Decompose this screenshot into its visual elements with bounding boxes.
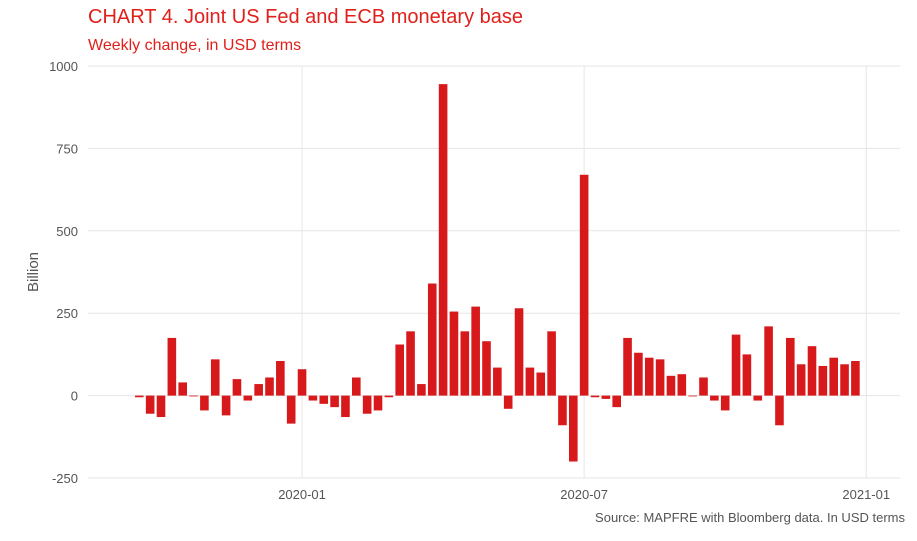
y-tick-label: 250	[56, 306, 78, 321]
bar	[796, 364, 806, 396]
bar	[569, 395, 578, 462]
bar	[731, 334, 741, 396]
bar	[276, 360, 285, 396]
y-tick-label: 0	[71, 389, 78, 404]
bar	[373, 395, 383, 411]
bar	[720, 395, 730, 411]
bar	[699, 377, 708, 396]
x-tick-label: 2021-01	[842, 487, 890, 502]
bar	[200, 395, 209, 411]
x-tick-label: 2020-01	[278, 487, 326, 502]
bar	[362, 395, 372, 414]
bar	[547, 331, 556, 396]
bar	[840, 364, 849, 396]
bar	[210, 359, 220, 396]
bar	[764, 326, 773, 396]
bar	[623, 337, 632, 396]
bar	[829, 357, 838, 396]
chart-title: CHART 4. Joint US Fed and ECB monetary b…	[88, 6, 524, 28]
bar	[775, 395, 784, 426]
bar	[753, 395, 763, 401]
chart-subtitle: Weekly change, in USD terms	[88, 37, 302, 54]
source-note: Source: MAPFRE with Bloomberg data. In U…	[595, 510, 905, 525]
bar	[417, 384, 426, 396]
bar	[634, 352, 643, 396]
bar	[601, 395, 611, 399]
y-tick-label: 1000	[49, 59, 78, 74]
bar	[503, 395, 513, 409]
bar	[319, 395, 329, 404]
bar	[135, 395, 144, 398]
bar	[807, 346, 817, 396]
bar	[688, 395, 697, 397]
bar	[167, 337, 177, 396]
y-tick-label: 500	[56, 224, 78, 239]
bar	[786, 337, 795, 396]
bar	[232, 379, 242, 396]
bar	[178, 382, 187, 396]
y-tick-label: -250	[52, 471, 78, 486]
bar	[352, 377, 361, 396]
bar	[742, 354, 752, 396]
bar	[644, 357, 654, 396]
bar	[536, 372, 546, 396]
bar	[818, 365, 828, 396]
bar	[243, 395, 253, 401]
y-tick-label: 750	[56, 141, 78, 156]
bar	[384, 395, 394, 398]
bar	[427, 283, 437, 396]
bar	[145, 395, 155, 414]
bar	[710, 395, 719, 401]
bar	[558, 395, 567, 426]
bar	[265, 377, 274, 396]
bar	[189, 395, 198, 397]
bar	[297, 369, 307, 396]
y-axis-ticks: -250 0 250 500 750 1000	[49, 59, 78, 486]
bar	[612, 395, 621, 408]
bar	[460, 331, 470, 396]
bar	[851, 360, 860, 396]
y-axis-label: Billion	[25, 252, 42, 292]
bar	[525, 367, 535, 396]
bar	[156, 395, 166, 418]
x-tick-label: 2020-07	[560, 487, 608, 502]
bar	[286, 395, 296, 424]
bar	[254, 384, 263, 396]
bar	[330, 395, 339, 408]
bar	[471, 306, 480, 396]
bar	[449, 311, 459, 396]
bar	[482, 341, 491, 396]
x-axis-ticks: 2020-01 2020-07 2021-01	[278, 487, 890, 502]
bar	[395, 344, 404, 396]
bar	[514, 308, 524, 396]
bar	[579, 174, 589, 396]
bar	[493, 367, 502, 396]
bar	[590, 395, 600, 398]
bar	[438, 84, 448, 396]
bars	[135, 84, 860, 462]
bar	[406, 331, 415, 396]
bar	[655, 359, 665, 396]
bar	[666, 375, 676, 396]
bar	[221, 395, 231, 416]
bar	[308, 395, 318, 401]
bar	[341, 395, 350, 418]
bar	[677, 374, 687, 396]
